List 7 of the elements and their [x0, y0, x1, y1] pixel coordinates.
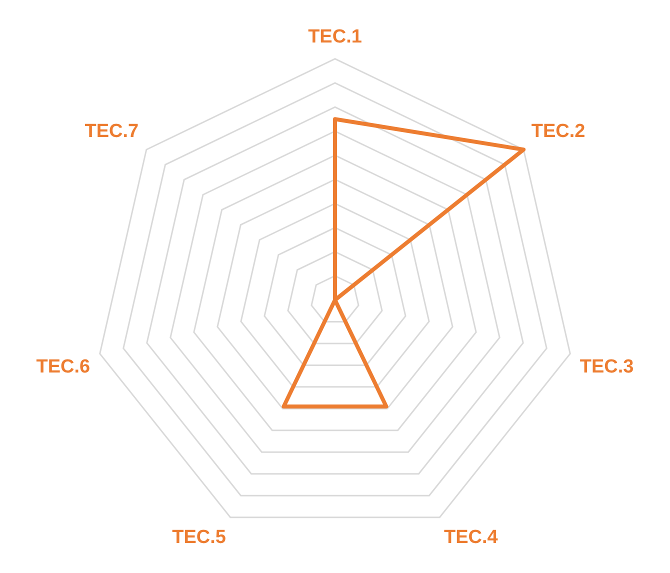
- spoke-label: TEC.5: [172, 526, 226, 548]
- spoke-label: TEC.6: [36, 356, 90, 378]
- spoke-label: TEC.7: [84, 121, 139, 142]
- spoke-label: TEC.1: [308, 26, 362, 48]
- spoke-label: TEC.2: [531, 121, 586, 142]
- spoke-label: TEC.3: [580, 356, 634, 378]
- spoke-label: TEC.4: [444, 526, 498, 548]
